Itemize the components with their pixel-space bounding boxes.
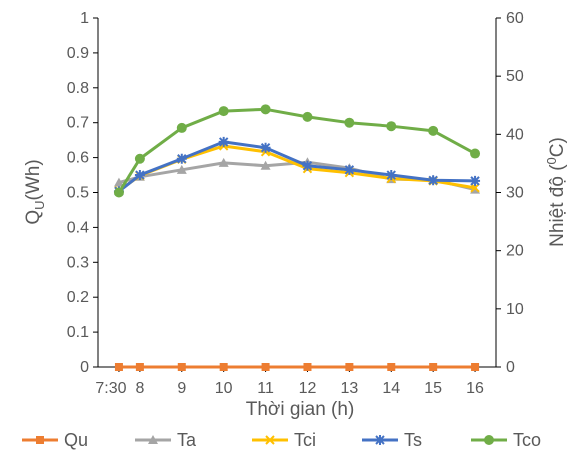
- data-point: [134, 170, 145, 181]
- y-right-tick-label: 60: [506, 10, 524, 27]
- y-axis-right-ticks: 0 10 20 30 40 50 60: [496, 10, 524, 376]
- data-point: [219, 363, 228, 371]
- legend-marker: [265, 435, 275, 445]
- y-left-tick-label: 0.5: [67, 185, 89, 202]
- legend-marker: [375, 435, 385, 445]
- y-axis-left-title: QU(Wh): [23, 159, 47, 224]
- x-tick-label: 14: [382, 380, 400, 397]
- plot-area: [113, 104, 481, 371]
- legend-label: Qu: [64, 430, 88, 450]
- x-tick-label: 10: [215, 380, 233, 397]
- data-point: [218, 136, 229, 147]
- x-tick-label: 7:30: [95, 380, 126, 397]
- y-left-tick-label: 0.3: [67, 254, 89, 271]
- axes: [97, 18, 497, 368]
- data-point: [470, 175, 481, 186]
- data-point: [134, 153, 145, 164]
- y-left-tick-label: 0.8: [67, 80, 89, 97]
- data-point: [387, 363, 396, 371]
- data-point: [218, 106, 229, 117]
- series-line: [118, 140, 476, 193]
- data-point: [261, 363, 270, 371]
- data-point: [470, 148, 481, 159]
- data-point: [176, 164, 187, 174]
- legend-label: Tco: [513, 430, 541, 450]
- data-point: [345, 363, 354, 371]
- data-point: [303, 363, 312, 371]
- data-point: [135, 363, 144, 371]
- y-left-tick-label: 0.2: [67, 289, 89, 306]
- y-left-tick-label: 0.1: [67, 324, 89, 341]
- y-axis-right-title: Nhiệt độ (0C): [544, 137, 568, 247]
- y-right-tick-label: 40: [506, 126, 524, 143]
- data-point: [428, 175, 439, 186]
- x-tick-label: 16: [466, 380, 484, 397]
- x-axis-ticks: 7:30 8 9 10 11 12 13 14 15 16: [95, 367, 484, 397]
- data-point: [344, 117, 355, 128]
- y-right-tick-label: 10: [506, 301, 524, 318]
- data-point: [302, 111, 313, 122]
- y-right-tick-label: 50: [506, 68, 524, 85]
- legend-label: Ta: [177, 430, 197, 450]
- y-left-tick-label: 0.6: [67, 150, 89, 167]
- data-point: [471, 363, 480, 371]
- data-point: [176, 153, 187, 164]
- y-axis-left-ticks: 0 0.1 0.2 0.3 0.4 0.5 0.6 0.7 0.8 0.9 1: [67, 10, 98, 376]
- y-left-tick-label: 0: [80, 359, 89, 376]
- y-left-tick-label: 0.9: [67, 45, 89, 62]
- series-qu: [114, 363, 480, 371]
- data-point: [429, 363, 438, 371]
- legend-item-ts: Ts: [362, 430, 422, 450]
- data-point: [113, 177, 124, 187]
- data-point: [260, 160, 271, 170]
- x-tick-label: 12: [299, 380, 317, 397]
- y-left-tick-label: 0.4: [67, 219, 89, 236]
- legend-item-tci: Tci: [252, 430, 316, 450]
- series-tco: [113, 104, 481, 198]
- data-point: [176, 122, 187, 133]
- legend-marker: [484, 435, 494, 445]
- x-axis-title: Thời gian (h): [246, 399, 355, 420]
- y-left-tick-label: 0.7: [67, 115, 89, 132]
- data-point: [177, 363, 186, 371]
- legend-item-qu: Qu: [22, 430, 88, 450]
- x-tick-label: 13: [340, 380, 358, 397]
- x-tick-label: 15: [424, 380, 442, 397]
- data-point: [260, 104, 271, 115]
- data-point: [386, 121, 397, 132]
- legend: Qu Ta Tci Ts Tco: [22, 430, 541, 450]
- data-point: [113, 187, 124, 198]
- x-tick-label: 9: [177, 380, 186, 397]
- y-right-tick-label: 30: [506, 185, 524, 202]
- y-left-tick-label: 1: [80, 10, 89, 27]
- x-tick-label: 8: [135, 380, 144, 397]
- legend-item-ta: Ta: [135, 430, 197, 450]
- legend-item-tco: Tco: [471, 430, 541, 450]
- data-point: [260, 142, 271, 153]
- x-tick-label: 11: [257, 380, 274, 397]
- series-line: [118, 144, 476, 192]
- legend-marker: [148, 435, 158, 444]
- data-point: [470, 183, 480, 193]
- data-point: [428, 125, 439, 136]
- legend-marker: [36, 436, 44, 444]
- series-ts: [113, 136, 481, 197]
- series-line: [118, 160, 476, 192]
- legend-label: Ts: [404, 430, 422, 450]
- data-point: [114, 363, 123, 371]
- data-point: [344, 164, 355, 175]
- data-point: [302, 160, 313, 171]
- legend-label: Tci: [294, 430, 316, 450]
- series-line: [117, 107, 476, 194]
- y-right-tick-label: 0: [506, 359, 515, 376]
- data-point: [386, 170, 397, 181]
- series-tci: [114, 141, 480, 196]
- y-right-tick-label: 20: [506, 243, 524, 260]
- data-point: [218, 157, 229, 167]
